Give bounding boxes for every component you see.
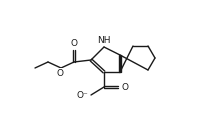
Text: O: O	[70, 39, 78, 48]
Text: O⁻: O⁻	[76, 91, 88, 101]
Text: NH: NH	[97, 36, 111, 45]
Text: O: O	[56, 69, 64, 78]
Text: O: O	[121, 82, 129, 91]
